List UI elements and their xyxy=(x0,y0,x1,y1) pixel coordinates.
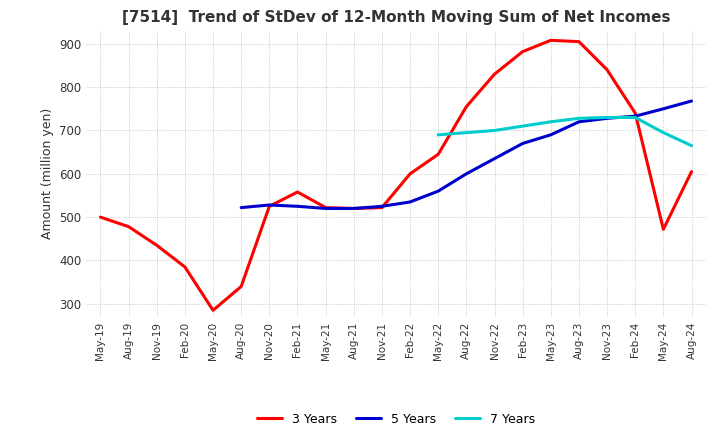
5 Years xyxy=(237,205,246,210)
7 Years xyxy=(546,119,555,125)
3 Years xyxy=(377,205,386,210)
5 Years xyxy=(406,199,415,205)
3 Years xyxy=(96,214,105,220)
5 Years xyxy=(687,99,696,104)
5 Years xyxy=(293,204,302,209)
5 Years xyxy=(377,204,386,209)
5 Years xyxy=(321,206,330,211)
3 Years xyxy=(603,67,611,73)
7 Years xyxy=(603,115,611,120)
3 Years xyxy=(490,71,499,77)
7 Years xyxy=(687,143,696,148)
7 Years xyxy=(490,128,499,133)
3 Years xyxy=(518,49,527,54)
5 Years xyxy=(265,202,274,208)
3 Years xyxy=(406,171,415,176)
7 Years xyxy=(575,116,583,121)
3 Years xyxy=(293,189,302,194)
5 Years xyxy=(575,119,583,125)
3 Years xyxy=(462,104,471,109)
Line: 5 Years: 5 Years xyxy=(241,101,691,209)
Line: 7 Years: 7 Years xyxy=(438,117,691,146)
5 Years xyxy=(518,141,527,146)
5 Years xyxy=(659,106,667,111)
5 Years xyxy=(462,171,471,176)
5 Years xyxy=(490,156,499,161)
Y-axis label: Amount (million yen): Amount (million yen) xyxy=(41,108,54,239)
3 Years xyxy=(434,152,443,157)
7 Years xyxy=(518,124,527,129)
3 Years xyxy=(265,204,274,209)
3 Years xyxy=(575,39,583,44)
3 Years xyxy=(321,205,330,210)
3 Years xyxy=(209,308,217,313)
3 Years xyxy=(659,227,667,232)
7 Years xyxy=(659,130,667,135)
3 Years xyxy=(546,38,555,43)
Line: 3 Years: 3 Years xyxy=(101,40,691,310)
7 Years xyxy=(462,130,471,135)
3 Years xyxy=(237,284,246,289)
Legend: 3 Years, 5 Years, 7 Years: 3 Years, 5 Years, 7 Years xyxy=(252,408,540,431)
7 Years xyxy=(631,115,639,120)
5 Years xyxy=(546,132,555,137)
3 Years xyxy=(181,264,189,270)
3 Years xyxy=(687,169,696,174)
3 Years xyxy=(631,110,639,116)
5 Years xyxy=(349,206,358,211)
Title: [7514]  Trend of StDev of 12-Month Moving Sum of Net Incomes: [7514] Trend of StDev of 12-Month Moving… xyxy=(122,11,670,26)
3 Years xyxy=(349,206,358,211)
3 Years xyxy=(153,242,161,248)
5 Years xyxy=(603,116,611,121)
5 Years xyxy=(434,188,443,194)
7 Years xyxy=(434,132,443,137)
3 Years xyxy=(125,224,133,229)
5 Years xyxy=(631,114,639,119)
